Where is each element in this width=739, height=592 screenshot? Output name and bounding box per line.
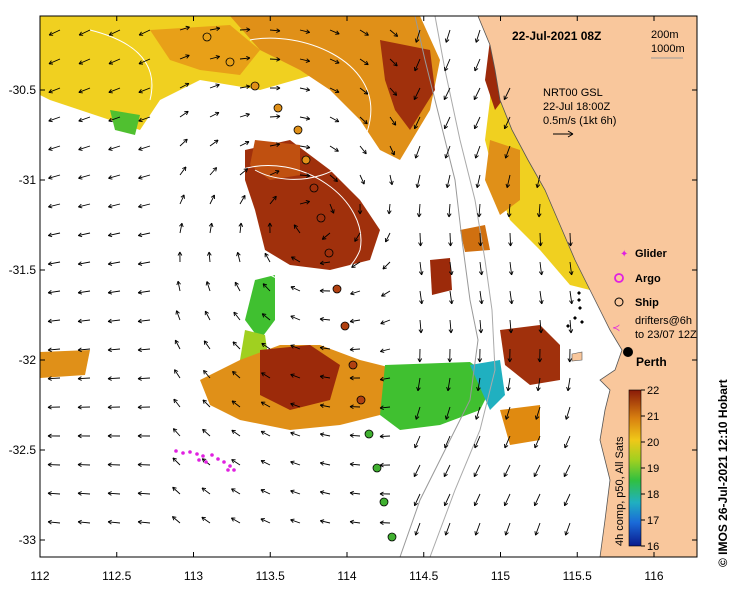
- depth-legend-200m: 200m: [651, 29, 679, 41]
- ship-station: [225, 57, 235, 67]
- glider-point: [201, 454, 205, 458]
- y-axis: -30.5 -31 -31.5 -32 -32.5 -33: [9, 83, 697, 547]
- ship-station: [379, 497, 389, 507]
- ship-station: [348, 360, 358, 370]
- ship-station: [364, 429, 374, 439]
- glider-point: [188, 450, 192, 454]
- contour-1000m: [429, 16, 496, 557]
- contour-200m: [399, 16, 479, 557]
- colorbar-ticks: 22 21 20 19 18 17 16: [641, 385, 659, 553]
- x-tick-label: 112.5: [102, 569, 131, 583]
- colorbar-caption: 4h comp, p50, All Sats: [614, 436, 626, 546]
- ship-station: [309, 183, 319, 193]
- current-source: NRT00 GSL: [543, 87, 603, 99]
- y-tick-label: -30.5: [9, 83, 37, 97]
- map-title: 22-Jul-2021 08Z: [512, 29, 601, 43]
- colorbar: [628, 389, 642, 547]
- colorbar-tick-label: 20: [647, 437, 659, 449]
- glider-point: [210, 453, 214, 457]
- x-tick-label: 116: [644, 569, 663, 583]
- ship-track: [202, 32, 397, 542]
- drifter-icon: ≺: [612, 323, 620, 334]
- map-legend: ✦ Glider Argo Ship drifters@6h to 23/07 …: [612, 248, 697, 341]
- colorbar-tick-label: 19: [647, 463, 659, 475]
- x-tick-label: 113: [184, 569, 203, 583]
- city-label: Perth: [636, 355, 667, 369]
- colorbar-tick-label: 22: [647, 385, 659, 397]
- y-tick-label: -33: [19, 533, 37, 547]
- legend-drifters-time: to 23/07 12Z: [635, 329, 697, 341]
- y-tick-label: -31: [19, 173, 37, 187]
- glider-point: [228, 464, 232, 468]
- y-tick-label: -32: [19, 353, 37, 367]
- ship-icon: [614, 297, 624, 307]
- ship-station: [202, 32, 212, 42]
- current-time: 22-Jul 18:00Z: [543, 101, 611, 113]
- drifters: [566, 291, 584, 328]
- glider-point: [232, 468, 236, 472]
- x-tick-label: 114.5: [409, 569, 438, 583]
- x-tick-label: 112: [30, 569, 49, 583]
- ship-station: [332, 284, 342, 294]
- glider-icon: ✦: [620, 249, 628, 260]
- ship-station: [316, 213, 326, 223]
- legend-ship: Ship: [635, 297, 659, 309]
- glider-point: [222, 460, 226, 464]
- colorbar-tick-label: 16: [647, 541, 659, 553]
- colorbar-tick-label: 17: [647, 515, 659, 527]
- x-tick-label: 115: [491, 569, 510, 583]
- depth-legend-1000m: 1000m: [651, 43, 685, 55]
- glider-point: [204, 460, 208, 464]
- glider-point: [181, 451, 185, 455]
- glider-point: [195, 452, 199, 456]
- x-tick-label: 114: [337, 569, 356, 583]
- legend-drifters: drifters@6h: [635, 315, 692, 327]
- glider-track: [174, 449, 236, 472]
- current-vectors: [47, 25, 574, 536]
- ship-station: [301, 155, 311, 165]
- y-tick-label: -32.5: [9, 443, 37, 457]
- y-tick-label: -31.5: [9, 263, 37, 277]
- glider-point: [174, 449, 178, 453]
- current-scale: 0.5m/s (1kt 6h): [543, 115, 616, 127]
- credit: © IMOS 26-Jul-2021 12:10 Hobart: [716, 379, 730, 567]
- glider-point: [226, 468, 230, 472]
- glider-point: [197, 458, 201, 462]
- ship-station: [324, 248, 334, 258]
- colorbar-tick-label: 18: [647, 489, 659, 501]
- ship-station: [340, 321, 350, 331]
- ship-station: [356, 395, 366, 405]
- perth-marker: [623, 347, 633, 357]
- x-tick-label: 113.5: [256, 569, 285, 583]
- argo-icon: [614, 273, 624, 283]
- ship-station: [250, 81, 260, 91]
- ship-station: [372, 463, 382, 473]
- colorbar-tick-label: 21: [647, 411, 659, 423]
- glider-point: [216, 457, 220, 461]
- ship-station: [293, 125, 303, 135]
- legend-argo: Argo: [635, 273, 661, 285]
- x-axis: 112 112.5 113 113.5 114 114.5 115 115.5 116: [30, 16, 664, 583]
- legend-glider: Glider: [635, 248, 668, 260]
- land: [477, 16, 697, 557]
- ship-station: [387, 532, 397, 542]
- ship-station: [273, 103, 283, 113]
- x-tick-label: 115.5: [563, 569, 592, 583]
